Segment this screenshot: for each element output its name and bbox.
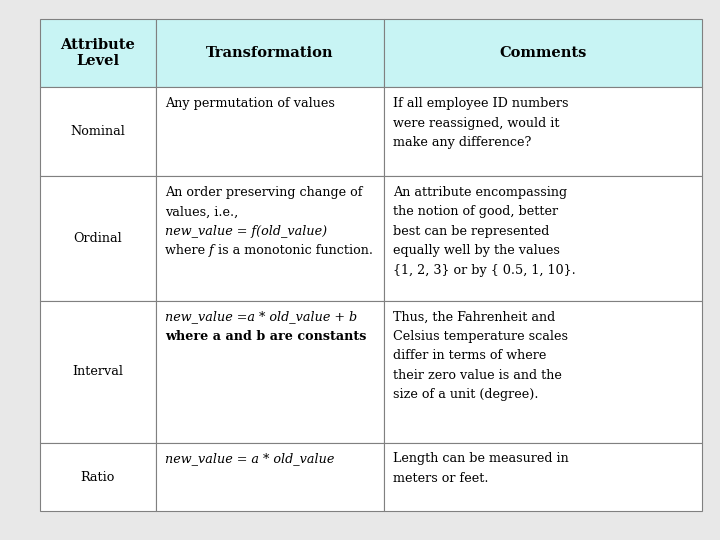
Text: values, i.e.,: values, i.e., (165, 205, 238, 218)
Bar (156, 443, 384, 511)
Bar (156, 87, 384, 176)
Text: equally well by the values: equally well by the values (393, 244, 560, 257)
Text: Thus, the Fahrenheit and: Thus, the Fahrenheit and (393, 310, 556, 323)
Bar (40, 19, 156, 87)
Text: Attribute
Level: Attribute Level (60, 38, 135, 68)
Text: Ordinal: Ordinal (73, 232, 122, 245)
Bar (384, 443, 702, 511)
Text: their zero value is and the: their zero value is and the (393, 369, 562, 382)
Text: new_value = f(old_value): new_value = f(old_value) (165, 225, 327, 238)
Text: Celsius temperature scales: Celsius temperature scales (393, 330, 568, 343)
Text: differ in terms of where: differ in terms of where (393, 349, 546, 362)
Bar (156, 301, 384, 443)
Bar (40, 87, 156, 176)
Bar (40, 301, 156, 443)
Text: Length can be measured in: Length can be measured in (393, 453, 569, 465)
Text: where a and b are constants: where a and b are constants (165, 330, 366, 343)
Bar (384, 87, 702, 176)
Bar (40, 176, 156, 301)
Text: If all employee ID numbers: If all employee ID numbers (393, 97, 569, 110)
Bar (156, 19, 384, 87)
Text: Interval: Interval (72, 365, 123, 378)
Text: where: where (165, 244, 209, 257)
Bar (384, 176, 702, 301)
Text: Comments: Comments (500, 46, 587, 60)
Text: new_value = a * old_value: new_value = a * old_value (165, 453, 334, 465)
Text: Transformation: Transformation (206, 46, 333, 60)
Bar (40, 443, 156, 511)
Text: is a monotonic function.: is a monotonic function. (214, 244, 373, 257)
Text: new_value =a * old_value + b: new_value =a * old_value + b (165, 310, 357, 323)
Text: make any difference?: make any difference? (393, 136, 532, 149)
Text: f: f (209, 244, 214, 257)
Text: meters or feet.: meters or feet. (393, 472, 489, 485)
Text: Nominal: Nominal (70, 125, 125, 138)
Text: Any permutation of values: Any permutation of values (165, 97, 335, 110)
Bar (384, 301, 702, 443)
Bar (384, 19, 702, 87)
Text: {1, 2, 3} or by { 0.5, 1, 10}.: {1, 2, 3} or by { 0.5, 1, 10}. (393, 264, 576, 276)
Text: the notion of good, better: the notion of good, better (393, 205, 559, 218)
Text: Ratio: Ratio (81, 470, 114, 483)
Text: size of a unit (degree).: size of a unit (degree). (393, 388, 539, 401)
Text: best can be represented: best can be represented (393, 225, 550, 238)
Text: An order preserving change of: An order preserving change of (165, 186, 362, 199)
Bar (156, 176, 384, 301)
Text: An attribute encompassing: An attribute encompassing (393, 186, 567, 199)
Text: were reassigned, would it: were reassigned, would it (393, 117, 560, 130)
